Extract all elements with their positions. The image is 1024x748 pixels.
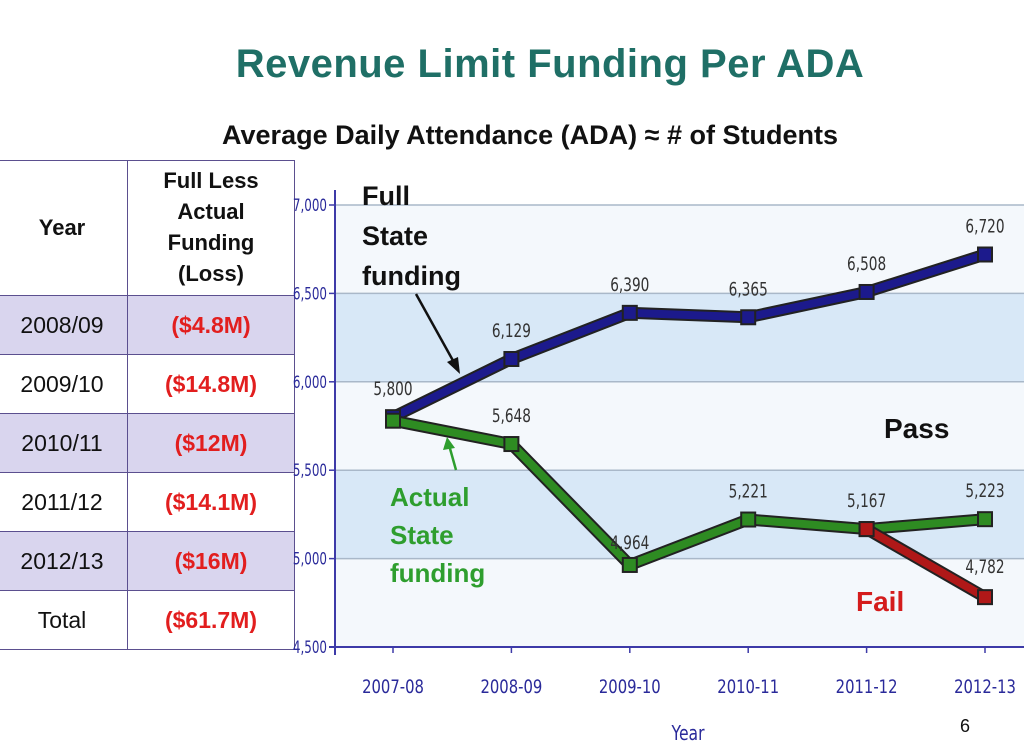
- funding-loss-table: Year Full Less Actual Funding (Loss) 200…: [0, 160, 295, 650]
- y-tick-label: 6,500: [293, 284, 327, 304]
- series-full-state-funding-point: [740, 309, 757, 326]
- annotation-full-state-arrow: [414, 293, 458, 367]
- annotation-actual-state: funding: [390, 558, 485, 588]
- series-full-state-funding-data-label: 6,720: [965, 215, 1004, 237]
- table-cell-loss: ($16M): [127, 531, 295, 591]
- annotation-full-state: funding: [362, 261, 461, 291]
- x-axis-title: Year: [671, 722, 705, 745]
- y-tick-label: 5,000: [293, 549, 327, 569]
- table-cell-loss: ($14.8M): [127, 354, 295, 414]
- plot-band: [335, 293, 1024, 382]
- table-cell-loss: ($4.8M): [127, 295, 295, 355]
- series-actual-state-funding-point: [503, 436, 520, 453]
- table-cell-year: 2012/13: [0, 531, 128, 591]
- annotation-full-state: State: [362, 221, 428, 251]
- series-fail-point: [977, 589, 993, 606]
- x-tick-label: 2012-13: [954, 676, 1016, 698]
- table-row: 2011/12 ($14.1M): [0, 472, 295, 532]
- annotation-pass: Pass: [884, 413, 949, 444]
- series-actual-state-funding-data-label: 5,221: [729, 480, 768, 502]
- series-actual-state-funding-point: [977, 511, 993, 528]
- table-cell-year: Total: [0, 590, 128, 650]
- series-full-state-funding-data-label: 5,800: [373, 378, 412, 400]
- page-number: 6: [960, 716, 971, 736]
- slide-title: Revenue Limit Funding Per ADA: [235, 42, 865, 86]
- y-tick-label: 7,000: [293, 195, 327, 215]
- series-full-state-funding-point: [503, 350, 520, 367]
- series-full-state-funding-point: [621, 304, 638, 321]
- table-row: Total ($61.7M): [0, 590, 295, 650]
- table-header-loss: Full Less Actual Funding (Loss): [127, 160, 295, 296]
- series-actual-state-funding-data-label: 5,167: [847, 490, 886, 512]
- plot-band: [335, 558, 1024, 647]
- series-actual-state-funding-data-label: 5,223: [965, 480, 1004, 502]
- x-tick-label: 2007-08: [362, 676, 424, 698]
- annotation-full-state-arrowhead: [447, 357, 460, 374]
- x-tick-label: 2011-12: [836, 676, 898, 698]
- table-row: 2010/11 ($12M): [0, 413, 295, 473]
- table-cell-year: 2011/12: [0, 472, 128, 532]
- table-cell-year: 2009/10: [0, 354, 128, 414]
- series-actual-state-funding-point: [621, 556, 638, 573]
- table-cell-year: 2010/11: [0, 413, 128, 473]
- series-fail-data-label: 4,782: [965, 556, 1004, 578]
- slide-subtitle: Average Daily Attendance (ADA) ≈ # of St…: [222, 120, 838, 150]
- table-header-row: Year Full Less Actual Funding (Loss): [0, 160, 295, 296]
- series-fail-line: [864, 525, 987, 601]
- table-row: 2009/10 ($14.8M): [0, 354, 295, 414]
- x-tick-label: 2008-09: [480, 676, 542, 698]
- series-full-state-funding-data-label: 6,129: [492, 320, 531, 342]
- series-full-state-funding-data-label: 6,365: [729, 278, 768, 300]
- annotation-actual-state: State: [390, 520, 454, 550]
- y-tick-label: 6,000: [293, 372, 327, 392]
- series-full-state-funding-point: [977, 246, 993, 263]
- series-full-state-funding-data-label: 6,390: [610, 274, 649, 296]
- table-header-year: Year: [0, 160, 128, 296]
- series-fail-point: [858, 521, 875, 538]
- x-tick-label: 2009-10: [599, 676, 661, 698]
- y-tick-label: 4,500: [293, 637, 327, 657]
- x-tick-label: 2010-11: [717, 676, 779, 698]
- series-actual-state-funding-point: [385, 412, 401, 429]
- table-row: 2012/13 ($16M): [0, 531, 295, 591]
- y-tick-label: 5,500: [293, 461, 327, 481]
- series-actual-state-funding-data-label: 5,648: [492, 405, 531, 427]
- table-row: 2008/09 ($4.8M): [0, 295, 295, 355]
- annotation-fail: Fail: [856, 586, 904, 617]
- series-full-state-funding-data-label: 6,508: [847, 253, 886, 275]
- series-actual-state-funding-point: [740, 511, 757, 528]
- series-actual-state-funding-data-label: 4,964: [610, 532, 649, 554]
- series-full-state-funding-line: [391, 250, 987, 421]
- annotation-actual-state: Actual: [390, 482, 469, 512]
- annotation-full-state: Full: [362, 181, 410, 211]
- annotation-actual-state-arrow: [447, 444, 458, 471]
- table-cell-loss: ($12M): [127, 413, 295, 473]
- table-cell-loss: ($14.1M): [127, 472, 295, 532]
- series-full-state-funding-point: [858, 283, 875, 300]
- table-cell-loss: ($61.7M): [127, 590, 295, 650]
- annotation-actual-state-arrowhead: [443, 437, 455, 450]
- series-actual-state-funding-line: [392, 416, 986, 569]
